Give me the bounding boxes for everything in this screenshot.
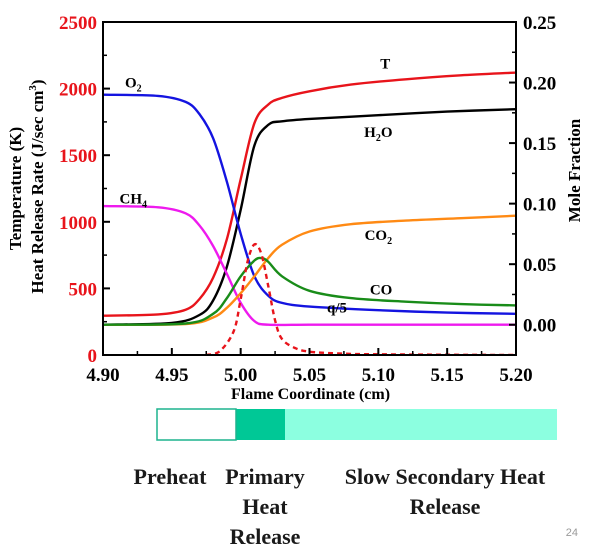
page-number: 24 [565, 527, 578, 539]
series-label-ch4: CH4 [120, 192, 148, 211]
series-label-part: O [125, 75, 137, 91]
y-right-tick-label: 0.20 [523, 74, 556, 95]
series-line-t [103, 71, 516, 317]
series-lines [103, 71, 516, 355]
series-line-o2 [103, 93, 516, 315]
series-label-part: 2 [376, 133, 381, 144]
zone-label-secondary: Slow Secondary Heat Release [344, 464, 546, 519]
x-tick-label: 4.90 [86, 365, 119, 386]
y-right-tick-label: 0.25 [523, 13, 556, 34]
series-label-part: CO [370, 282, 393, 298]
zone-bar [156, 408, 557, 441]
series-label-part: CO [365, 228, 388, 244]
series-line-h2o [103, 108, 516, 326]
y-right-tick-label: 0.00 [523, 316, 556, 337]
y-left-axis-label-2-part: Heat Release Rate (J/sec cm [28, 91, 47, 294]
y-right-tick-label: 0.10 [523, 195, 556, 216]
series-label-part: 2 [137, 83, 142, 94]
x-tick-label: 5.10 [362, 365, 395, 386]
zone-bar-preheat [156, 408, 237, 441]
series-label-o2: O2 [125, 75, 142, 94]
y-left-tick-label: 0 [88, 346, 98, 367]
series-label-part: q/5 [327, 301, 347, 317]
y-left-tick-label: 1500 [59, 146, 97, 167]
y-left-axis-label-2-part: ) [28, 79, 47, 85]
y-right-axis-label: Mole Fraction [565, 118, 584, 222]
y-left-axis-label-2: Heat Release Rate (J/sec cm3) [27, 79, 47, 293]
series-label-part: T [380, 57, 390, 73]
series-label-h2o: H2O [364, 125, 392, 144]
series-label-part: 2 [387, 236, 392, 247]
series-label-part: O [381, 125, 393, 141]
y-left-axis-label-2-part: 3 [27, 85, 39, 91]
y-left-tick-label: 2500 [59, 13, 97, 34]
x-tick-label: 4.95 [155, 365, 188, 386]
zone-label-preheat: Preheat [133, 464, 207, 489]
series-label-t: T [380, 57, 390, 73]
x-axis-label: Flame Coordinate (cm) [231, 386, 390, 403]
x-tick-label: 5.15 [431, 365, 464, 386]
series-label-part: H [364, 125, 376, 141]
series-label-co: CO [370, 282, 393, 298]
x-tick-label: 5.20 [499, 365, 532, 386]
zone-bar-primary [236, 409, 285, 440]
zone-bar-secondary [285, 409, 557, 440]
y-left-axis-label: Temperature (K) [6, 127, 25, 250]
plot-area: 4.90 4.95 5.00 5.05 5.10 5.15 5.20 0 500 1000 1500… [6, 13, 584, 403]
y-right-tick-label: 0.15 [523, 134, 556, 155]
series-label-part: CH [120, 192, 143, 208]
series-label-co2: CO2 [365, 228, 393, 247]
series-label-part: 4 [142, 200, 147, 211]
series-line-co2 [103, 214, 516, 327]
y-right-tick-label: 0.05 [523, 255, 556, 276]
x-tick-label: 5.05 [293, 365, 326, 386]
y-left-tick-label: 500 [69, 279, 98, 300]
series-line-ch4 [103, 204, 516, 327]
x-tick-label: 5.00 [224, 365, 257, 386]
zone-label-primary: Primary Heat Release [225, 464, 305, 549]
y-left-tick-label: 1000 [59, 213, 97, 234]
y-left-tick-label: 2000 [59, 80, 97, 101]
series-label-q5: q/5 [327, 301, 347, 317]
